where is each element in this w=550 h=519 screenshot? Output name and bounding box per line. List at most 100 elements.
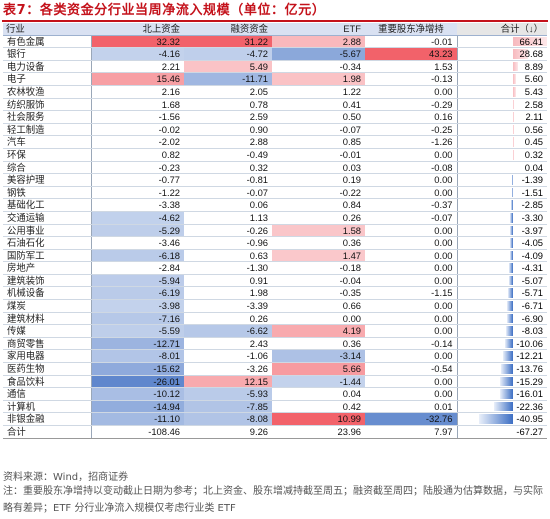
total-value: -1.39 (521, 174, 543, 186)
holder-cell: -0.01 (365, 35, 457, 49)
margin-cell: 12.15 (184, 375, 272, 389)
etf-cell: -5.67 (272, 47, 365, 61)
total-value: -4.05 (521, 237, 543, 249)
margin-cell: -6.62 (184, 324, 272, 338)
industry-name-cell: 建筑材料 (3, 312, 91, 326)
northbound-cell: 2.21 (90, 60, 184, 74)
margin-cell: -8.08 (184, 412, 272, 426)
total-cell: 28.68 (456, 47, 547, 61)
total-databar (512, 74, 516, 84)
table-row: 环保 0.82 -0.49 -0.01 0.00 0.32 (3, 148, 547, 162)
margin-cell: 5.49 (184, 60, 272, 74)
total-databar (509, 263, 513, 273)
total-databar (512, 36, 547, 47)
margin-cell: 0.06 (184, 198, 272, 212)
etf-cell: -0.07 (272, 123, 365, 137)
northbound-cell: -26.01 (90, 375, 184, 389)
industry-name-cell: 食品饮料 (3, 375, 91, 389)
industry-name-cell: 石油石化 (3, 236, 91, 250)
etf-cell: -0.34 (272, 60, 365, 74)
northbound-cell: 0.82 (90, 148, 184, 162)
holder-cell: 43.23 (365, 47, 457, 61)
col-header-etf: ETF (272, 23, 365, 36)
table-row: 电子 15.46 -11.71 1.98 -0.13 5.60 (3, 72, 547, 86)
table-row: 食品饮料 -26.01 12.15 -1.44 0.00 -15.29 (3, 375, 547, 389)
total-value: 5.60 (524, 73, 543, 85)
northbound-cell: -3.98 (90, 299, 184, 313)
table-row: 基础化工 -3.38 0.06 0.84 -0.37 -2.85 (3, 198, 547, 212)
northbound-cell: 15.46 (90, 72, 184, 86)
total-databar (502, 351, 513, 362)
total-databar (504, 338, 513, 349)
total-value: -5.71 (521, 287, 543, 299)
total-value: -10.06 (516, 337, 543, 349)
total-databar (511, 187, 513, 198)
northbound-cell: -10.12 (90, 387, 184, 401)
table-row: 有色金属 32.32 31.22 2.88 -0.01 66.41 (3, 35, 547, 49)
etf-cell: 0.84 (272, 198, 365, 212)
total-value: -67.27 (516, 426, 543, 437)
holder-cell: -0.29 (365, 98, 457, 112)
industry-name-cell: 传媒 (3, 324, 91, 338)
footnote: 注：重要股东净增持以变动截止日期为参考；北上资金、股东增减持截至周五；融资截至周… (3, 486, 543, 514)
etf-cell: -0.04 (272, 274, 365, 288)
table-row: 轻工制造 -0.02 0.90 -0.07 -0.25 0.56 (3, 123, 547, 137)
etf-cell: -0.22 (272, 186, 365, 200)
industry-name-cell: 通信 (3, 387, 91, 401)
industry-name-cell: 非银金融 (3, 412, 91, 426)
total-databar (499, 389, 513, 399)
total-value: -15.29 (516, 375, 543, 387)
total-cell: -22.36 (456, 400, 547, 414)
total-cell: 5.60 (456, 72, 547, 86)
margin-cell: -0.26 (184, 224, 272, 238)
margin-cell: 0.26 (184, 312, 272, 326)
industry-name-cell: 公用事业 (3, 224, 91, 238)
northbound-cell: -1.56 (90, 110, 184, 124)
holder-cell: 0.00 (365, 224, 457, 238)
etf-cell: 0.50 (272, 110, 365, 124)
total-cell: 0.04 (456, 161, 547, 175)
total-cell: 0.45 (456, 135, 547, 149)
margin-cell: -0.49 (184, 148, 272, 162)
total-value: -8.03 (521, 325, 543, 337)
margin-cell: 9.26 (184, 425, 272, 439)
industry-name-cell: 机械设备 (3, 286, 91, 301)
total-value: -1.51 (521, 186, 543, 198)
holder-cell: -0.25 (365, 123, 457, 137)
margin-cell: -0.96 (184, 236, 272, 250)
table-row: 美容护理 -0.77 -0.81 0.19 0.00 -1.39 (3, 173, 547, 187)
total-value: -5.07 (521, 274, 543, 286)
margin-cell: -0.07 (184, 186, 272, 200)
col-header-total: 合计（↓） (457, 23, 547, 36)
industry-name-cell: 美容护理 (3, 173, 91, 187)
holder-cell: 0.16 (365, 110, 457, 124)
holder-cell: 0.00 (365, 85, 457, 99)
total-cell: -6.71 (456, 299, 547, 313)
margin-cell: 0.78 (184, 98, 272, 112)
total-cell: -16.01 (456, 387, 547, 401)
total-databar (512, 61, 518, 72)
industry-name-cell: 社会服务 (3, 110, 91, 124)
col-header-industry: 行业 (3, 23, 91, 36)
table-row: 计算机 -14.94 -7.85 0.42 0.01 -22.36 (3, 400, 547, 414)
northbound-cell: 1.68 (90, 98, 184, 112)
northbound-cell: -5.29 (90, 224, 184, 238)
northbound-cell: -6.19 (90, 286, 184, 301)
industry-name-cell: 计算机 (3, 400, 91, 414)
industry-name-cell: 电力设备 (3, 60, 91, 74)
holder-cell: 0.00 (365, 375, 457, 389)
etf-cell: 0.36 (272, 236, 365, 250)
holder-cell: -0.08 (365, 161, 457, 175)
industry-flow-table: 行业 北上资金 融资资金 ETF 重要股东净增持 合计（↓） 有色金属 32.32… (3, 23, 547, 439)
margin-cell: 0.63 (184, 249, 272, 263)
table-row: 纺织服饰 1.68 0.78 0.41 -0.29 2.58 (3, 98, 547, 112)
industry-name-cell: 医药生物 (3, 362, 91, 376)
margin-cell: 1.13 (184, 211, 272, 225)
total-databar (509, 250, 513, 261)
total-cell: 0.32 (456, 148, 547, 162)
etf-cell: -3.14 (272, 349, 365, 364)
northbound-cell: -4.62 (90, 211, 184, 225)
total-value: 2.11 (525, 111, 543, 123)
total-value: 28.68 (519, 48, 543, 60)
total-databar (509, 225, 513, 236)
